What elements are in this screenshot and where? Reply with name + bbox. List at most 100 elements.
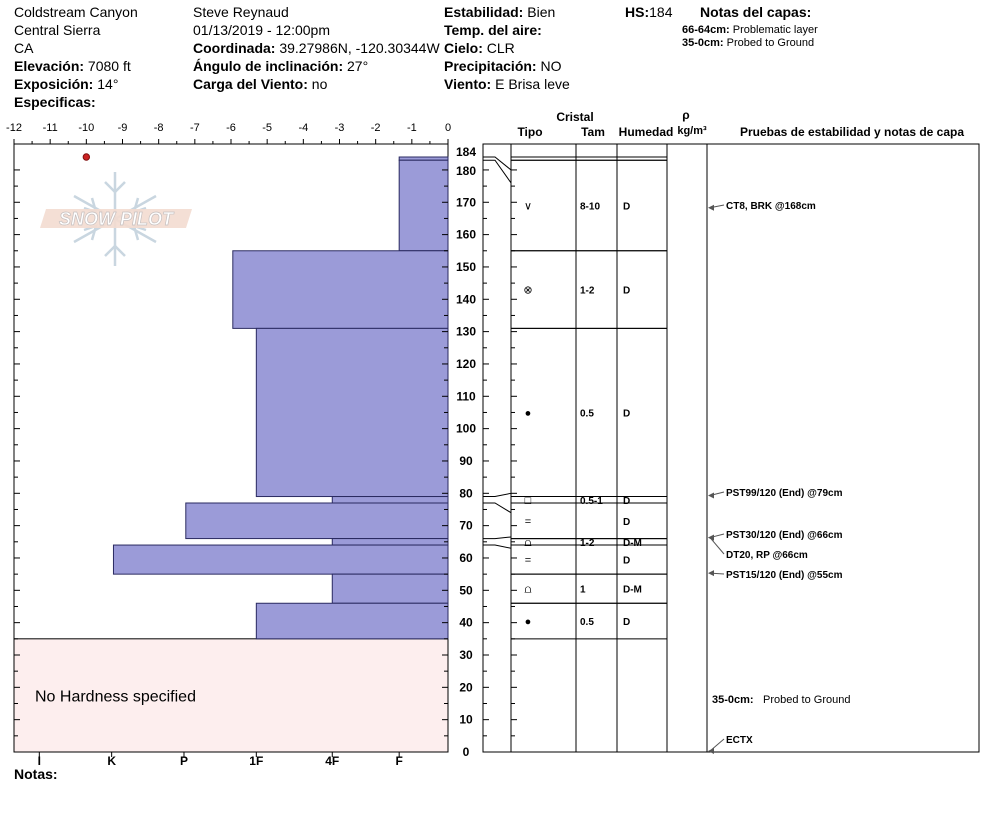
hardness-bar bbox=[331, 573, 449, 604]
layer-note-1-text: Problematic layer bbox=[732, 24, 818, 36]
slope-value: 27° bbox=[347, 58, 369, 74]
layer-note-2-text: Probed to Ground bbox=[726, 37, 815, 49]
temp-tick-label: -11 bbox=[43, 122, 58, 134]
probe-note-text: Probed to Ground bbox=[763, 694, 850, 706]
moisture: D bbox=[623, 202, 630, 213]
hardness-bar bbox=[232, 250, 449, 329]
probe-note-range: 35-0cm: bbox=[712, 694, 754, 706]
temp-tick-label: -8 bbox=[154, 122, 164, 134]
temp-tick-label: -10 bbox=[78, 122, 94, 134]
layer-note-1: 66-64cm: Problematic layer bbox=[682, 24, 818, 37]
hardness-tick-label: 1F bbox=[249, 754, 263, 768]
grain-size: 0.5-1 bbox=[580, 496, 603, 507]
elevation: Elevación: 7080 ft bbox=[14, 58, 131, 74]
header-pruebas: Pruebas de estabilidad y notas de capa bbox=[740, 125, 964, 139]
header-rho: ρ bbox=[682, 108, 689, 122]
arrow-head bbox=[708, 748, 714, 754]
wind: Viento: E Brisa leve bbox=[444, 76, 570, 92]
header-humedad: Humedad bbox=[619, 125, 674, 139]
stability-test-label: CT8, BRK @168cm bbox=[726, 201, 816, 212]
hardness-bar bbox=[255, 327, 449, 498]
range: Central Sierra bbox=[14, 22, 101, 38]
precip-value: NO bbox=[540, 58, 562, 74]
depth-tick-label: 170 bbox=[456, 195, 476, 209]
grain-type-symbol: = bbox=[525, 516, 531, 528]
arrow-head bbox=[708, 570, 714, 577]
hardness-tick-label: K bbox=[107, 754, 116, 768]
temperature-point bbox=[82, 153, 91, 161]
elevation-label: Elevación: bbox=[14, 58, 85, 74]
test-arrow bbox=[709, 537, 725, 555]
layer-table-frame bbox=[482, 143, 980, 753]
layer-connector bbox=[483, 536, 512, 540]
arrow-head bbox=[708, 204, 714, 211]
stability-label: Estabilidad: bbox=[444, 4, 524, 20]
hardness-tick-label: I bbox=[38, 754, 41, 768]
grain-size: 0.5 bbox=[580, 408, 594, 419]
exposure: Exposición: 14° bbox=[14, 76, 118, 92]
moisture: D bbox=[623, 286, 630, 297]
temp-tick-label: -5 bbox=[262, 122, 272, 134]
depth-tick-label: 0 bbox=[463, 745, 470, 759]
grain-type-symbol: ● bbox=[525, 616, 532, 628]
hs-value: 184 bbox=[649, 4, 673, 20]
moisture: D bbox=[623, 617, 630, 628]
grain-type-symbol: ● bbox=[525, 407, 532, 419]
air-temp: Temp. del aire: bbox=[444, 22, 542, 38]
hardness-bar bbox=[255, 602, 449, 640]
coordinates: Coordinada: 39.27986N, -120.30344W bbox=[193, 40, 440, 56]
exposure-label: Exposición: bbox=[14, 76, 94, 92]
grain-type-symbol: □ bbox=[525, 495, 532, 507]
grain-size: 0.5 bbox=[580, 617, 594, 628]
depth-tick-label: 150 bbox=[456, 260, 476, 274]
arrow-head bbox=[708, 492, 714, 499]
depth-tick-label: 180 bbox=[456, 164, 476, 178]
temp-tick-label: -4 bbox=[298, 122, 308, 134]
depth-tick-label: 90 bbox=[459, 454, 473, 468]
wind-load: Carga del Viento: no bbox=[193, 76, 327, 92]
depth-tick-label: 30 bbox=[459, 648, 473, 662]
no-hardness-region bbox=[13, 638, 449, 753]
grain-type-symbol: ⊗ bbox=[523, 285, 532, 297]
depth-tick-label: 20 bbox=[459, 680, 473, 694]
stability-test-label: PST99/120 (End) @79cm bbox=[726, 488, 843, 499]
moisture: D-M bbox=[623, 585, 642, 596]
precip-label: Precipitación: bbox=[444, 58, 537, 74]
grain-type-symbol: ⩍ bbox=[524, 537, 531, 549]
moisture: D-M bbox=[623, 538, 642, 549]
sky: Cielo: CLR bbox=[444, 40, 515, 56]
slope-label: Ángulo de inclinación: bbox=[193, 58, 344, 74]
hardness-bar bbox=[331, 538, 449, 546]
layer-connector bbox=[483, 492, 512, 498]
logo-text: SNOW PILOT bbox=[59, 209, 175, 229]
layer-note-2-range: 35-0cm: bbox=[682, 37, 724, 49]
moisture: D bbox=[623, 408, 630, 419]
grain-size: 1 bbox=[580, 585, 586, 596]
arrow-head bbox=[708, 534, 714, 541]
depth-tick-label: 120 bbox=[456, 357, 476, 371]
layer-note-1-range: 66-64cm: bbox=[682, 24, 730, 36]
moisture: D bbox=[623, 517, 630, 528]
layer-connector bbox=[483, 159, 512, 184]
temp-tick-label: -12 bbox=[6, 122, 22, 134]
temp-tick-label: -9 bbox=[118, 122, 128, 134]
header-tipo: Tipo bbox=[517, 125, 542, 139]
elevation-value: 7080 ft bbox=[87, 58, 131, 74]
slope-angle: Ángulo de inclinación: 27° bbox=[193, 58, 368, 74]
layer-connector bbox=[483, 502, 512, 514]
wind-load-value: no bbox=[311, 76, 328, 92]
stability: Estabilidad: Bien bbox=[444, 4, 555, 20]
grain-size: 1-2 bbox=[580, 538, 595, 549]
grain-type-symbol: = bbox=[525, 555, 531, 567]
wind-load-label: Carga del Viento: bbox=[193, 76, 308, 92]
layer-connector bbox=[483, 544, 512, 549]
location: Coldstream Canyon bbox=[14, 4, 138, 20]
moisture: D bbox=[623, 496, 630, 507]
grain-type-symbol: ∨ bbox=[524, 201, 532, 213]
hardness-tick-label: P bbox=[180, 754, 188, 768]
depth-tick-label: 160 bbox=[456, 228, 476, 242]
air-temp-label: Temp. del aire: bbox=[444, 22, 542, 38]
wind-label: Viento: bbox=[444, 76, 492, 92]
stability-value: Bien bbox=[527, 4, 556, 20]
temp-tick-label: -7 bbox=[190, 122, 200, 134]
